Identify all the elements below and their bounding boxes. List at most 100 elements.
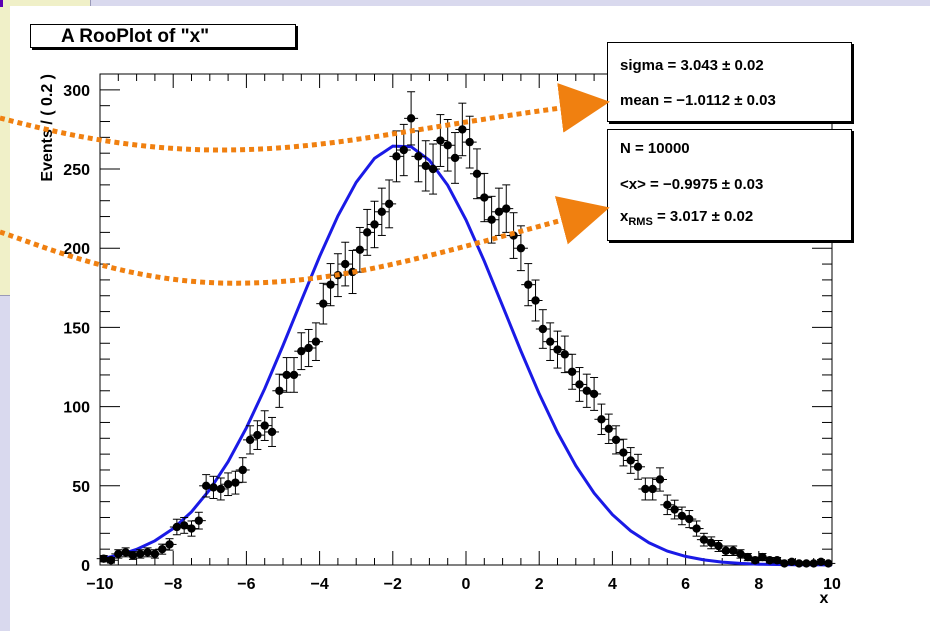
data-marker	[356, 246, 364, 254]
data-marker	[143, 548, 151, 556]
data-point	[236, 458, 250, 483]
data-marker	[224, 480, 232, 488]
x-tick-label: 2	[535, 576, 544, 593]
data-marker	[239, 466, 247, 474]
data-marker	[605, 425, 613, 433]
data-marker	[268, 428, 276, 436]
data-marker	[304, 344, 312, 352]
entries-stat: N = 10000	[620, 140, 690, 157]
plot-canvas: −10 −8 −6 −4 −2 0 2 4 6 8 10 0 50 100 150 200 250 300 x Eve…	[10, 6, 930, 631]
y-axis-label: Events / ( 0.2 )	[39, 74, 56, 182]
data-point	[426, 144, 440, 194]
data-marker	[407, 114, 415, 122]
x-tick-label: −8	[164, 576, 182, 593]
data-point	[499, 185, 513, 233]
data-marker	[370, 220, 378, 228]
data-marker	[824, 559, 832, 567]
data-point	[265, 417, 279, 446]
data-marker	[597, 415, 605, 423]
data-point	[397, 124, 411, 175]
data-marker	[780, 559, 788, 567]
data-point	[302, 329, 316, 366]
y-tick-label: 0	[81, 558, 90, 575]
data-marker	[165, 540, 173, 548]
data-point	[455, 103, 469, 156]
data-marker	[465, 138, 473, 146]
data-marker	[509, 231, 517, 239]
data-marker	[685, 515, 693, 523]
data-point	[551, 331, 565, 368]
data-marker	[444, 141, 452, 149]
data-marker	[99, 554, 107, 562]
data-marker	[619, 448, 627, 456]
data-marker	[378, 208, 386, 216]
data-marker	[561, 350, 569, 358]
data-marker	[195, 516, 203, 524]
data-marker	[217, 485, 225, 493]
y-tick-label: 200	[63, 241, 90, 258]
data-marker	[187, 524, 195, 532]
data-point	[463, 116, 477, 168]
data-marker	[648, 485, 656, 493]
data-marker	[348, 268, 356, 276]
data-marker	[209, 483, 217, 491]
mean-stat: <x> = −0.9975 ± 0.03	[620, 176, 763, 193]
data-marker	[487, 216, 495, 224]
data-marker	[341, 260, 349, 268]
data-marker	[692, 524, 700, 532]
data-point	[441, 119, 455, 171]
x-tick-label: 4	[608, 576, 617, 593]
data-point	[448, 133, 462, 184]
data-point	[375, 188, 389, 235]
data-marker	[136, 550, 144, 558]
x-tick-label: 0	[462, 576, 471, 593]
data-marker	[502, 204, 510, 212]
data-point	[485, 196, 499, 243]
data-point	[587, 377, 601, 410]
data-marker	[385, 200, 393, 208]
data-marker	[202, 482, 210, 490]
data-point	[411, 131, 425, 182]
data-marker	[173, 523, 181, 531]
data-marker	[451, 154, 459, 162]
data-marker	[714, 542, 722, 550]
data-marker	[531, 296, 539, 304]
data-marker	[788, 558, 796, 566]
data-point	[287, 358, 301, 393]
data-marker	[670, 505, 678, 513]
data-marker	[656, 475, 664, 483]
y-tick-label: 50	[72, 479, 90, 496]
data-point	[324, 264, 338, 306]
data-marker	[334, 271, 342, 279]
data-marker	[392, 152, 400, 160]
data-marker	[473, 170, 481, 178]
data-marker	[612, 436, 620, 444]
data-marker	[414, 152, 422, 160]
data-marker	[107, 556, 115, 564]
data-marker	[129, 551, 137, 559]
data-marker	[575, 380, 583, 388]
data-marker	[436, 136, 444, 144]
data-marker	[458, 125, 466, 133]
y-tick-label: 100	[63, 400, 90, 417]
data-marker	[290, 371, 298, 379]
data-marker	[539, 325, 547, 333]
data-marker	[480, 193, 488, 201]
plot-title: A RooPlot of "x"	[30, 24, 296, 48]
data-marker	[524, 280, 532, 288]
data-marker	[158, 545, 166, 553]
x-tick-label: 6	[681, 576, 690, 593]
rms-stat: xRMS = 3.017 ± 0.02	[620, 208, 753, 225]
data-point	[404, 92, 418, 145]
data-marker	[275, 387, 283, 395]
x-tick-label: 8	[754, 576, 763, 593]
data-marker	[590, 390, 598, 398]
data-marker	[246, 436, 254, 444]
data-marker	[151, 550, 159, 558]
data-marker	[634, 463, 642, 471]
data-marker	[553, 345, 561, 353]
data-point	[272, 374, 286, 407]
data-marker	[253, 431, 261, 439]
data-marker	[429, 165, 437, 173]
data-marker	[312, 337, 320, 345]
